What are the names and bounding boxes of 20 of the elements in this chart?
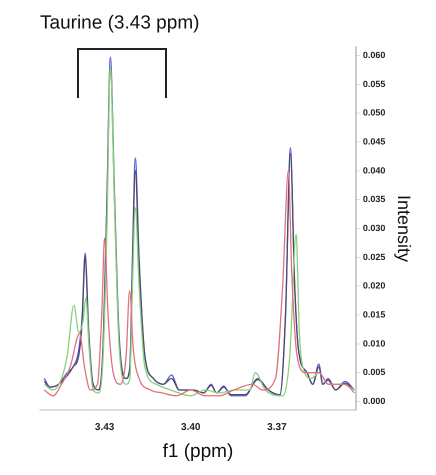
chart-title: Taurine (3.43 ppm): [40, 12, 200, 34]
x-axis-title: f1 (ppm): [162, 440, 234, 462]
y-tick-label: 0.055: [362, 78, 386, 89]
y-tick-label: 0.005: [362, 367, 386, 378]
x-tick-label: 3.37: [267, 422, 288, 433]
y-axis-title: Intensity: [394, 194, 414, 262]
y-tick-label: 0.000: [362, 396, 386, 406]
y-tick-label: 0.050: [362, 108, 386, 118]
y-tick-label: 0.035: [362, 194, 386, 204]
x-tick-label: 3.40: [181, 422, 201, 433]
y-tick-label: 0.045: [362, 136, 386, 146]
y-tick-label: 0.020: [362, 280, 386, 291]
y-tick-label: 0.060: [362, 50, 386, 60]
y-tick-label: 0.010: [362, 338, 386, 348]
y-tick-label: 0.015: [362, 310, 386, 320]
x-tick-label: 3.43: [94, 422, 115, 433]
line-series: [44, 170, 356, 396]
y-tick-label: 0.025: [362, 252, 386, 262]
y-tick-label: 0.040: [362, 165, 386, 176]
y-tick-label: 0.030: [362, 222, 386, 233]
